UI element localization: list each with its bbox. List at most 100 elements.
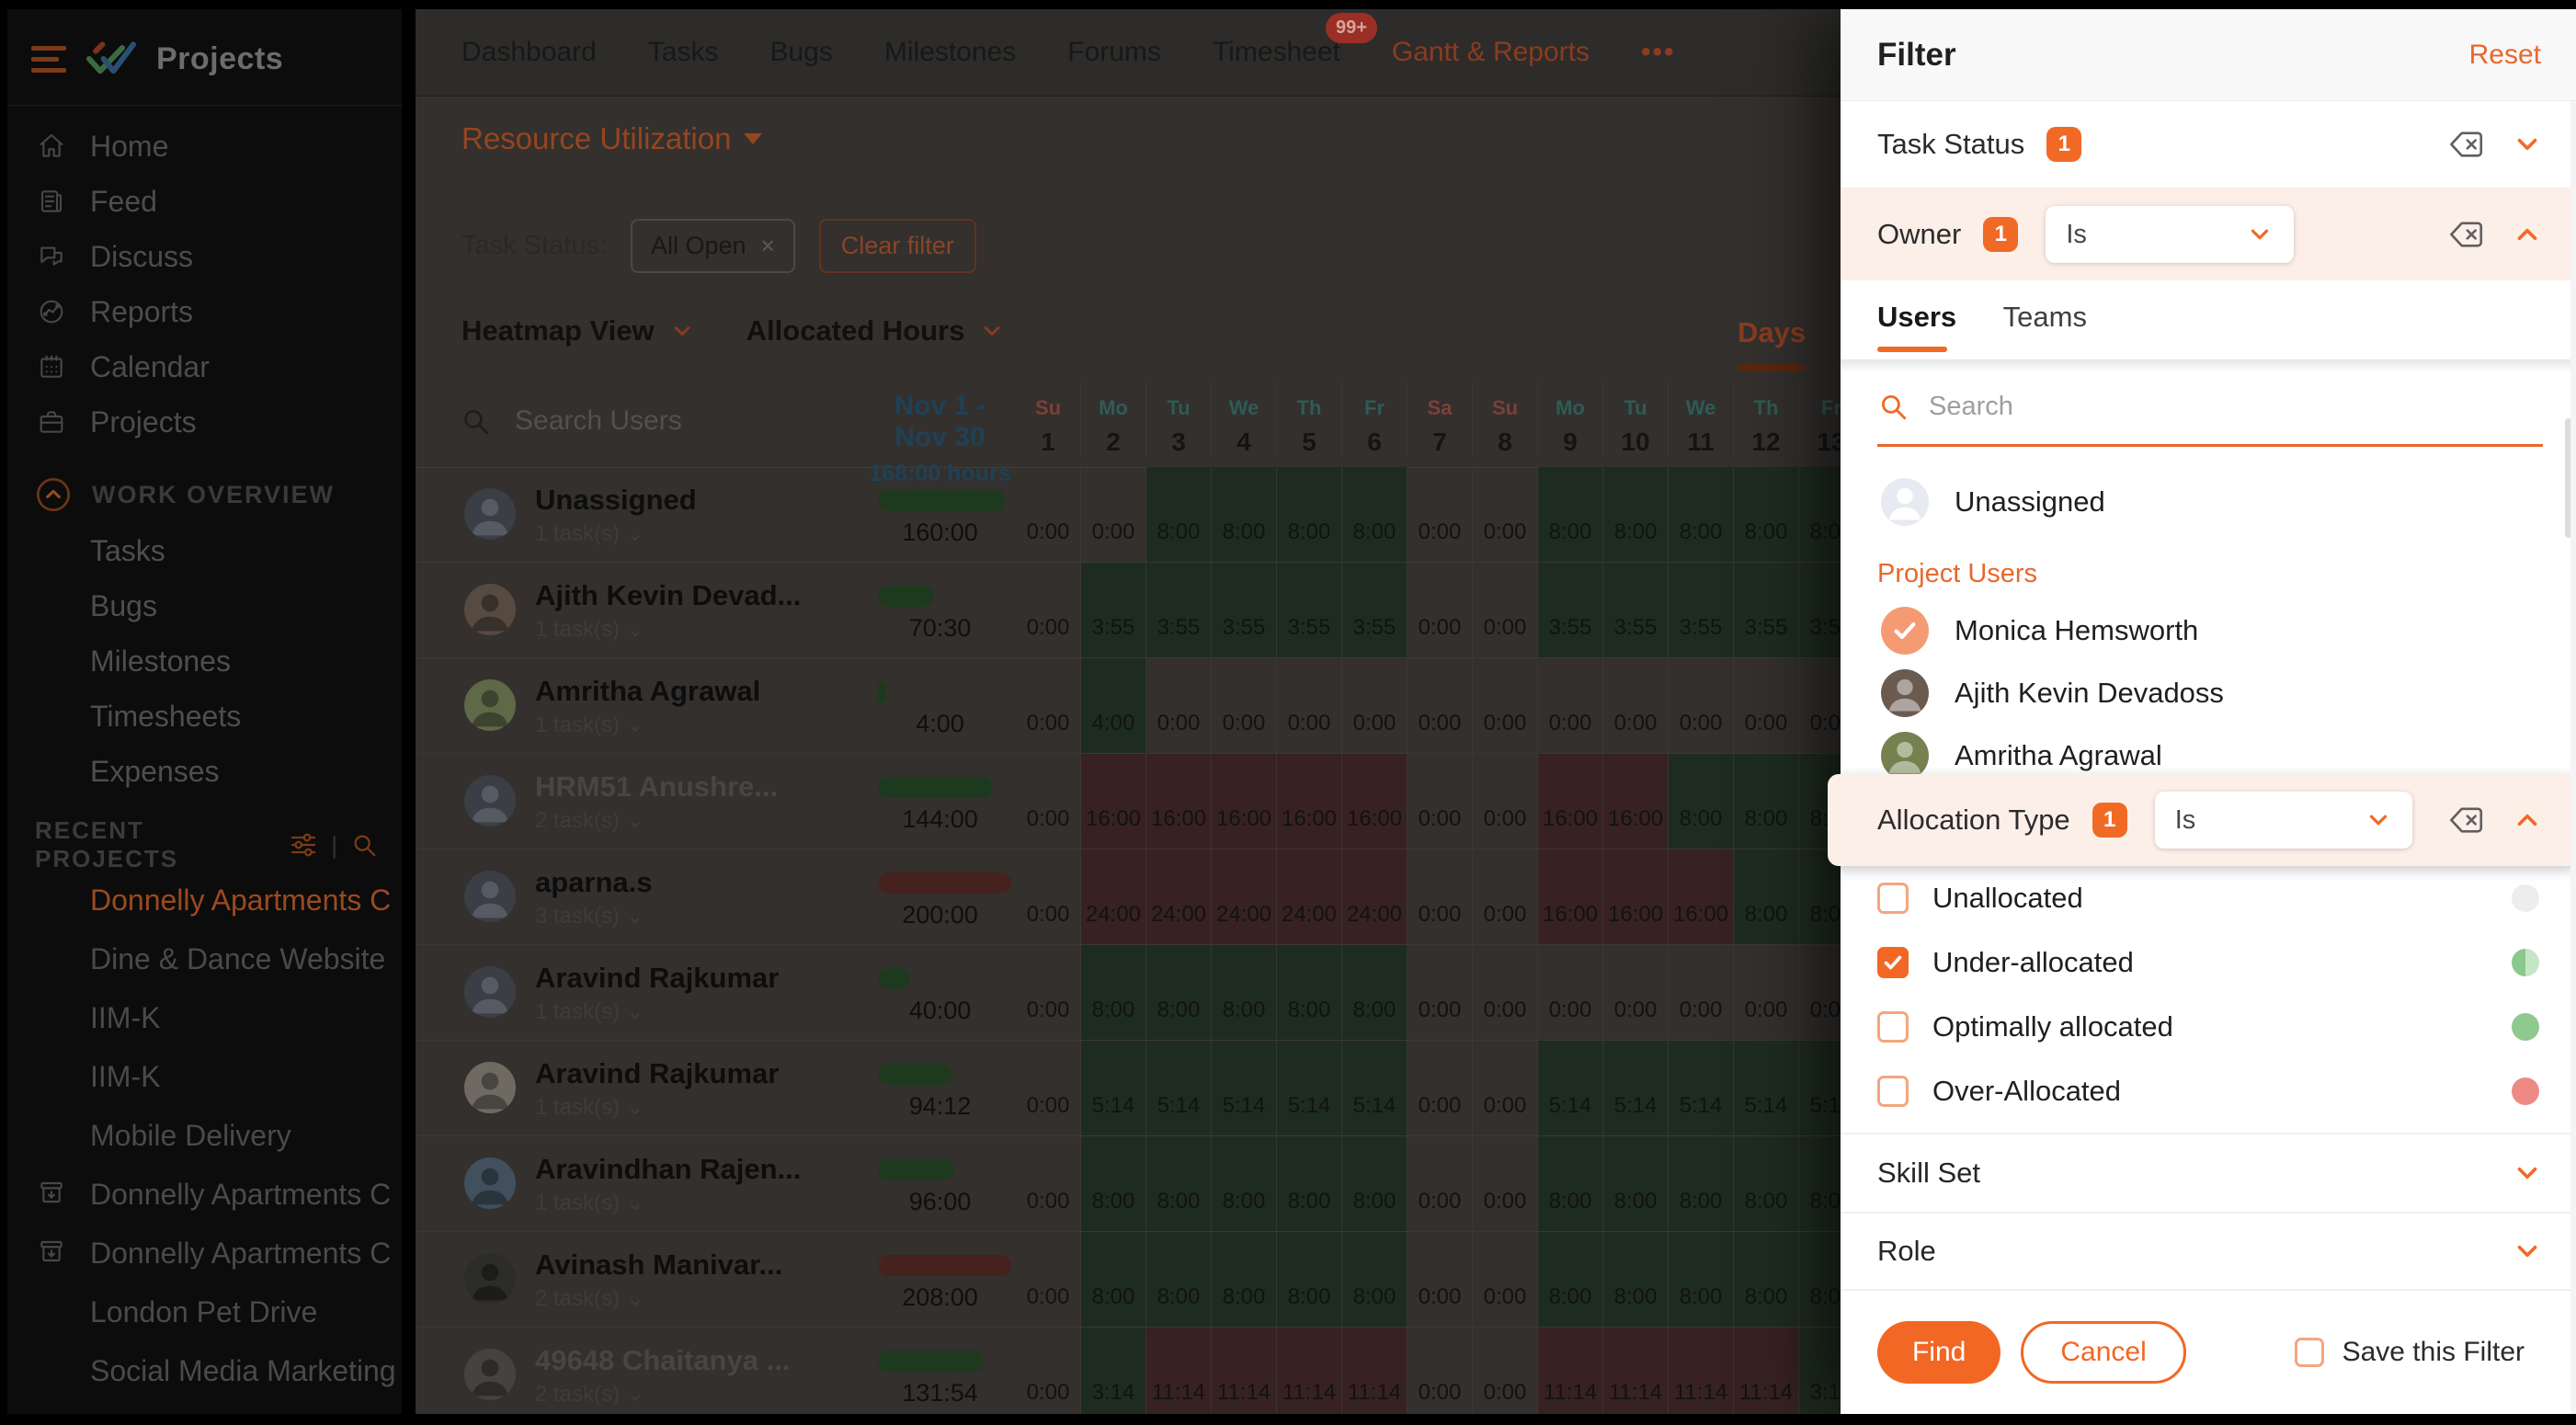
heatmap-cell[interactable]: 0:00	[1408, 849, 1473, 944]
recent-project-item[interactable]: The Penthouse Remod	[7, 1400, 402, 1415]
filter-section-allocation-type[interactable]: Allocation Type 1 Is	[1828, 774, 2576, 866]
top-nav-milestones[interactable]: Milestones	[883, 37, 1017, 67]
sidebar-item-milestones[interactable]: Milestones	[90, 644, 231, 678]
tab-users[interactable]: Users	[1877, 301, 1956, 352]
recent-project-item[interactable]: IIM-K	[7, 988, 402, 1047]
heatmap-cell[interactable]: 0:00	[1408, 1232, 1473, 1327]
hamburger-menu-icon[interactable]	[31, 45, 66, 73]
tab-days[interactable]: Days	[1738, 316, 1807, 371]
recent-project-item[interactable]: Dine & Dance Website	[7, 929, 402, 988]
heatmap-cell[interactable]: 0:00	[1408, 1136, 1473, 1231]
heatmap-cell[interactable]: 5:14	[1081, 1041, 1146, 1135]
heatmap-cell[interactable]: 24:00	[1146, 849, 1212, 944]
heatmap-cell[interactable]: 0:00	[1538, 945, 1603, 1040]
heatmap-cell[interactable]: 11:14	[1342, 1328, 1408, 1414]
heatmap-cell[interactable]: 8:00	[1603, 1136, 1669, 1231]
recent-project-item[interactable]: London Pet Drive	[7, 1282, 402, 1341]
heatmap-cell[interactable]: 8:00	[1734, 467, 1799, 562]
heatmap-cell[interactable]: 8:00	[1799, 849, 1841, 944]
heatmap-cell[interactable]: 8:00	[1146, 1232, 1212, 1327]
sidebar-item-reports[interactable]: Reports	[7, 284, 402, 339]
measure-dropdown[interactable]: Allocated Hours	[747, 314, 1006, 348]
heatmap-cell[interactable]: 3:55	[1146, 563, 1212, 657]
heatmap-cell[interactable]: 8:00	[1146, 945, 1212, 1040]
heatmap-cell[interactable]: 11:14	[1669, 1328, 1734, 1414]
sidebar-item-timesheets[interactable]: Timesheets	[90, 699, 242, 733]
heatmap-cell[interactable]: 0:00	[1799, 658, 1841, 753]
heatmap-cell[interactable]: 5:14	[1799, 1041, 1841, 1135]
top-nav-timesheet[interactable]: Timesheet 99+	[1213, 13, 1377, 68]
heatmap-cell[interactable]: 8:00	[1212, 1136, 1277, 1231]
heatmap-cell[interactable]: 0:00	[1016, 1328, 1081, 1414]
heatmap-cell[interactable]: 11:14	[1146, 1328, 1212, 1414]
heatmap-cell[interactable]: 0:00	[1016, 754, 1081, 849]
heatmap-cell[interactable]: 8:00	[1799, 1232, 1841, 1327]
panel-scrollbar[interactable]	[2570, 101, 2576, 1414]
heatmap-cell[interactable]: 0:00	[1016, 945, 1081, 1040]
heatmap-cell[interactable]: 24:00	[1081, 849, 1146, 944]
heatmap-cell[interactable]: 16:00	[1603, 754, 1669, 849]
user-option[interactable]: Monica Hemsworth	[1841, 599, 2576, 662]
heatmap-cell[interactable]: 0:00	[1603, 945, 1669, 1040]
heatmap-cell[interactable]: 16:00	[1342, 754, 1408, 849]
heatmap-cell[interactable]: 0:00	[1473, 1136, 1538, 1231]
heatmap-cell[interactable]: 0:00	[1408, 658, 1473, 753]
heatmap-cell[interactable]: 16:00	[1081, 754, 1146, 849]
heatmap-cell[interactable]: 5:14	[1212, 1041, 1277, 1135]
heatmap-cell[interactable]: 5:14	[1734, 1041, 1799, 1135]
heatmap-cell[interactable]: 0:00	[1408, 1041, 1473, 1135]
heatmap-cell[interactable]: 8:00	[1538, 1136, 1603, 1231]
heatmap-cell[interactable]: 3:55	[1799, 563, 1841, 657]
task-count-toggle[interactable]: 1 task(s) ⌄	[535, 521, 644, 546]
heatmap-cell[interactable]: 11:14	[1734, 1328, 1799, 1414]
recent-project-item[interactable]: Donnelly Apartments C	[7, 1165, 402, 1224]
task-status-chip[interactable]: All Open ×	[630, 219, 795, 273]
heatmap-cell[interactable]: 0:00	[1473, 563, 1538, 657]
heatmap-cell[interactable]: 16:00	[1212, 754, 1277, 849]
heatmap-cell[interactable]: 16:00	[1669, 849, 1734, 944]
task-count-toggle[interactable]: 1 task(s) ⌄	[535, 999, 644, 1024]
heatmap-cell[interactable]: 8:00	[1212, 945, 1277, 1040]
sidebar-item-expenses[interactable]: Expenses	[90, 754, 220, 788]
sidebar-item-feed[interactable]: Feed	[7, 174, 402, 229]
filter-section-skill-set[interactable]: Skill Set	[1841, 1133, 2576, 1212]
heatmap-cell[interactable]: 3:55	[1603, 563, 1669, 657]
heatmap-cell[interactable]: 11:14	[1277, 1328, 1342, 1414]
sidebar-item-bugs[interactable]: Bugs	[90, 588, 157, 622]
heatmap-cell[interactable]: 0:00	[1669, 658, 1734, 753]
heatmap-cell[interactable]: 8:00	[1212, 1232, 1277, 1327]
sidebar-item-home[interactable]: Home	[7, 119, 402, 174]
owner-operator-select[interactable]: Is	[2046, 206, 2295, 263]
heatmap-cell[interactable]: 8:00	[1212, 467, 1277, 562]
sliders-icon[interactable]	[289, 830, 318, 860]
heatmap-cell[interactable]: 8:00	[1342, 945, 1408, 1040]
heatmap-cell[interactable]: 16:00	[1146, 754, 1212, 849]
heatmap-cell[interactable]: 0:00	[1734, 658, 1799, 753]
top-nav-tasks[interactable]: Tasks	[647, 37, 719, 67]
filter-section-role[interactable]: Role	[1841, 1212, 2576, 1291]
heatmap-cell[interactable]: 0:00	[1016, 658, 1081, 753]
heatmap-cell[interactable]: 0:00	[1473, 754, 1538, 849]
heatmap-cell[interactable]: 8:00	[1081, 1232, 1146, 1327]
heatmap-cell[interactable]: 8:00	[1669, 1232, 1734, 1327]
heatmap-cell[interactable]: 0:00	[1473, 1232, 1538, 1327]
task-count-toggle[interactable]: 1 task(s) ⌄	[535, 617, 644, 642]
heatmap-cell[interactable]: 8:00	[1538, 1232, 1603, 1327]
heatmap-cell[interactable]: 8:00	[1799, 467, 1841, 562]
page-title-dropdown[interactable]: Resource Utilization	[462, 121, 763, 156]
heatmap-cell[interactable]: 8:00	[1799, 1136, 1841, 1231]
project-search-icon[interactable]	[350, 831, 378, 859]
heatmap-cell[interactable]: 8:00	[1342, 1136, 1408, 1231]
heatmap-cell[interactable]: 8:00	[1081, 945, 1146, 1040]
clear-selection-icon[interactable]	[2447, 125, 2486, 164]
heatmap-cell[interactable]: 8:00	[1342, 467, 1408, 562]
user-option-unassigned[interactable]: Unassigned	[1841, 460, 2576, 544]
heatmap-cell[interactable]: 8:00	[1277, 1136, 1342, 1231]
top-nav-more-icon[interactable]: •••	[1641, 37, 1676, 67]
save-filter-checkbox[interactable]	[2294, 1338, 2324, 1367]
search-users-input[interactable]: Search Users	[460, 405, 682, 437]
heatmap-cell[interactable]: 0:00	[1016, 1232, 1081, 1327]
heatmap-cell[interactable]: 0:00	[1669, 945, 1734, 1040]
checkbox-checked[interactable]	[1877, 947, 1909, 978]
heatmap-cell[interactable]: 16:00	[1538, 754, 1603, 849]
